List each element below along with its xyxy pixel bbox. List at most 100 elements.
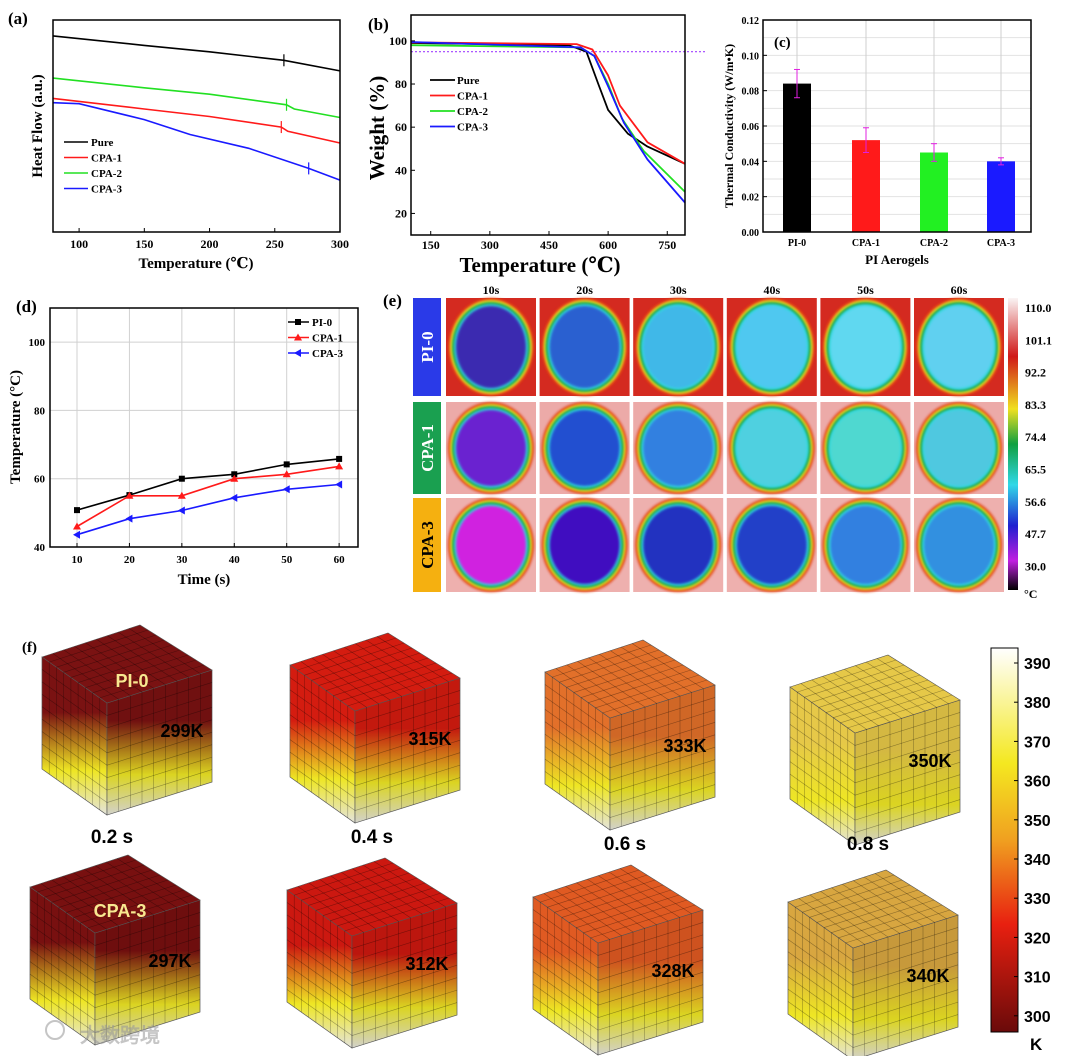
cube-grid-line xyxy=(838,904,943,939)
cube-grid-line xyxy=(874,873,947,919)
cube-grid-line xyxy=(351,1002,458,1036)
cube-grid-line xyxy=(94,949,201,984)
cube-side-shade xyxy=(352,903,457,1048)
colorbar-tick-label: 92.2 xyxy=(1025,366,1046,380)
cube-grid-line xyxy=(92,659,197,694)
panel-label-e: (e) xyxy=(383,291,402,310)
cube-grid-line xyxy=(56,634,157,668)
watermark-logo xyxy=(45,1020,65,1040)
temperature-cube: 315K xyxy=(289,632,461,824)
cube-grid-line xyxy=(598,875,669,922)
cube-grid-line xyxy=(322,654,391,701)
temperature-cube: 350K xyxy=(789,654,961,846)
cube-grid-line xyxy=(63,649,131,696)
legend-label: PI-0 xyxy=(312,317,333,329)
cube-grid-line xyxy=(308,882,376,929)
cube-grid-line xyxy=(787,988,854,1036)
cube-grid-line xyxy=(96,638,166,685)
cube-temperature-label: 340K xyxy=(906,966,949,986)
data-point xyxy=(73,507,80,514)
legend-label: CPA-3 xyxy=(457,122,488,134)
cube-side-shade xyxy=(855,700,960,845)
cube-grid-line xyxy=(73,884,177,918)
colorbar-tick-label: 30.0 xyxy=(1025,559,1046,573)
x-tick-label: 50 xyxy=(281,554,293,566)
cube-grid-line xyxy=(787,1001,854,1048)
cube-grid-line xyxy=(94,974,201,1008)
cube-grid-line xyxy=(576,894,680,928)
data-point xyxy=(178,475,185,482)
colorbar-tick-label: 47.7 xyxy=(1025,527,1046,541)
series-line-cpa-2 xyxy=(410,44,686,193)
cube-sample-label: CPA-3 xyxy=(94,901,147,921)
cube-grid-line xyxy=(351,964,458,999)
cube-side-shade xyxy=(598,910,703,1055)
x-tick-label: 150 xyxy=(135,237,153,251)
cube-grid-line xyxy=(289,739,356,786)
legend-label: Pure xyxy=(91,137,114,149)
cube-grid-line xyxy=(95,865,166,912)
thermal-image xyxy=(539,498,630,592)
cube-grid-line xyxy=(789,699,856,746)
cube-grid-line xyxy=(107,635,178,682)
cube-grid-line xyxy=(590,904,696,939)
thermal-image xyxy=(633,298,724,396)
cube-temperature-label: 312K xyxy=(405,954,448,974)
cube-grid-line xyxy=(373,861,446,907)
thermal-image xyxy=(633,498,724,592)
cube-grid-line xyxy=(286,976,353,1024)
cube-grid-line xyxy=(532,934,599,981)
cube-top-face xyxy=(289,632,461,712)
cube-grid-line xyxy=(609,871,680,918)
thermal-ring xyxy=(924,506,994,584)
cube-grid-line xyxy=(795,874,895,908)
bar-pi-0 xyxy=(783,83,811,232)
x-axis-title: Temperature (℃) xyxy=(138,256,253,272)
thermal-ring xyxy=(736,410,807,486)
colorbar-tick-label: 300 xyxy=(1024,1009,1051,1026)
cube-grid-line xyxy=(809,884,911,918)
cube-grid-line xyxy=(789,724,856,771)
series-line-pure xyxy=(52,35,341,72)
cube-grid-line xyxy=(289,764,356,811)
cube-grid-line xyxy=(44,864,145,898)
plot-frame-a xyxy=(52,19,341,233)
cube-grid-line xyxy=(354,702,461,737)
cube-grid-line xyxy=(41,731,108,778)
cube-grid-line xyxy=(854,774,961,808)
cube-grid-line xyxy=(344,646,414,693)
series-line-cpa-3 xyxy=(410,41,686,204)
thermal-ring xyxy=(549,506,620,584)
x-tick-label: CPA-3 xyxy=(987,238,1015,249)
y-tick-label: 0.04 xyxy=(742,157,760,168)
colorbar-tick-label: 390 xyxy=(1024,656,1051,673)
cube-grid-line xyxy=(822,676,891,723)
x-tick-label: PI-0 xyxy=(788,238,806,249)
plot-frame-b xyxy=(410,14,686,236)
cube-grid-line xyxy=(842,883,912,930)
cube-grid-line xyxy=(789,736,856,784)
thermal-ring xyxy=(643,506,714,584)
cube-grid-line xyxy=(286,927,353,974)
cube-grid-line xyxy=(286,914,353,962)
cube-grid-line xyxy=(816,889,919,923)
column-header: 40s xyxy=(763,283,780,297)
thermal-ring xyxy=(924,306,994,388)
temperature-cube: CPA-3 297K xyxy=(29,854,201,1046)
thermal-ring xyxy=(456,506,526,584)
cube-grid-line xyxy=(330,887,434,921)
cube-grid-line xyxy=(540,869,640,903)
cube-grid-line xyxy=(106,744,213,778)
cube-grid-line xyxy=(78,649,181,683)
x-tick-label: 300 xyxy=(331,237,349,251)
cube-grid-line xyxy=(40,883,107,930)
x-tick-label: 450 xyxy=(540,238,558,252)
cube-grid-line xyxy=(29,936,96,984)
cube-grid-line xyxy=(29,924,96,971)
legend-label: CPA-3 xyxy=(91,184,122,196)
cube-grid-line xyxy=(85,642,154,689)
y-tick-label: 40 xyxy=(395,163,407,177)
cube-grid-line xyxy=(308,872,410,906)
colorbar-tick-label: 320 xyxy=(1024,930,1051,947)
